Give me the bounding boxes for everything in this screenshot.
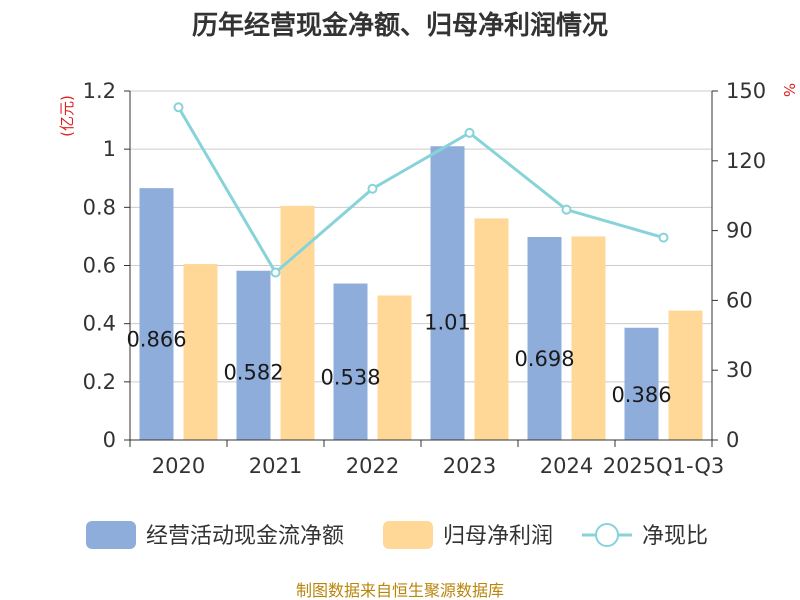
chart-title: 历年经营现金净额、归母净利润情况	[192, 10, 608, 41]
y-left-tick-label: 1	[103, 137, 116, 161]
axes: 0 0.2 0.4 0.6 0.8 1 1.2 0 30 60 90 120 150 2020 2021 20…	[83, 79, 767, 478]
ratio-line-path	[177, 106, 664, 275]
ratio-point	[367, 183, 378, 194]
ratio-line	[173, 102, 669, 278]
legend: 经营活动现金流净额 归母净利润 净现比	[86, 521, 708, 549]
bar-net-profit	[377, 295, 412, 440]
y-left-tick-label: 0.8	[83, 195, 116, 219]
y-right-tick-label: 150	[726, 79, 766, 103]
y-left-tick-label: 0.2	[83, 370, 116, 394]
data-label: 0.866	[126, 327, 186, 351]
bar-cashflow	[527, 236, 562, 440]
y-left-unit: (亿元)	[58, 95, 76, 137]
bar-net-profit	[571, 236, 606, 440]
bar-net-profit	[183, 264, 218, 440]
legend-label: 归母净利润	[443, 524, 553, 549]
data-label: 0.698	[514, 347, 574, 371]
legend-label: 净现比	[642, 524, 708, 549]
y-right-tick-label: 30	[726, 358, 753, 382]
bar-cashflow	[333, 283, 368, 440]
x-tick-label: 2023	[443, 454, 496, 478]
data-label: 0.582	[223, 360, 283, 384]
data-labels: 0.866 0.582 0.538 1.01 0.698 0.386	[126, 311, 671, 408]
x-tick-label: 2021	[249, 454, 302, 478]
y-right-unit: %	[780, 83, 798, 97]
bar-cashflow	[624, 327, 659, 440]
y-right-tick-label: 0	[726, 428, 739, 452]
bar-cashflow	[139, 188, 174, 440]
bars	[139, 146, 703, 440]
x-tick-label: 2022	[346, 454, 399, 478]
bar-net-profit	[668, 310, 703, 440]
grid	[130, 90, 712, 383]
y-right-tick-label: 60	[726, 288, 753, 312]
y-left-tick-label: 0.6	[83, 254, 116, 278]
ratio-point	[173, 102, 184, 113]
x-tick-label: 2020	[152, 454, 205, 478]
bar-net-profit	[474, 218, 509, 440]
data-label: 0.386	[611, 383, 671, 407]
y-right-tick-label: 90	[726, 219, 753, 243]
y-left-tick-label: 0.4	[83, 312, 116, 336]
legend-swatch	[86, 521, 136, 549]
data-label: 1.01	[424, 311, 471, 335]
legend-marker	[595, 523, 619, 547]
data-label: 0.538	[320, 365, 380, 389]
ratio-point	[464, 127, 475, 138]
ratio-point	[658, 232, 669, 243]
y-left-tick-label: 1.2	[83, 79, 116, 103]
y-left-tick-label: 0	[103, 428, 116, 452]
bar-cashflow	[430, 146, 465, 440]
y-right-tick-label: 120	[726, 149, 766, 173]
ratio-point	[270, 267, 281, 278]
legend-label: 经营活动现金流净额	[146, 524, 344, 549]
bar-net-profit	[280, 205, 315, 440]
legend-swatch	[383, 521, 433, 549]
ratio-point	[561, 204, 572, 215]
x-tick-label: 2025Q1-Q3	[603, 454, 725, 478]
source-footer: 制图数据来自恒生聚源数据库	[296, 581, 504, 600]
x-tick-label: 2024	[540, 454, 593, 478]
bar-cashflow	[236, 270, 271, 440]
